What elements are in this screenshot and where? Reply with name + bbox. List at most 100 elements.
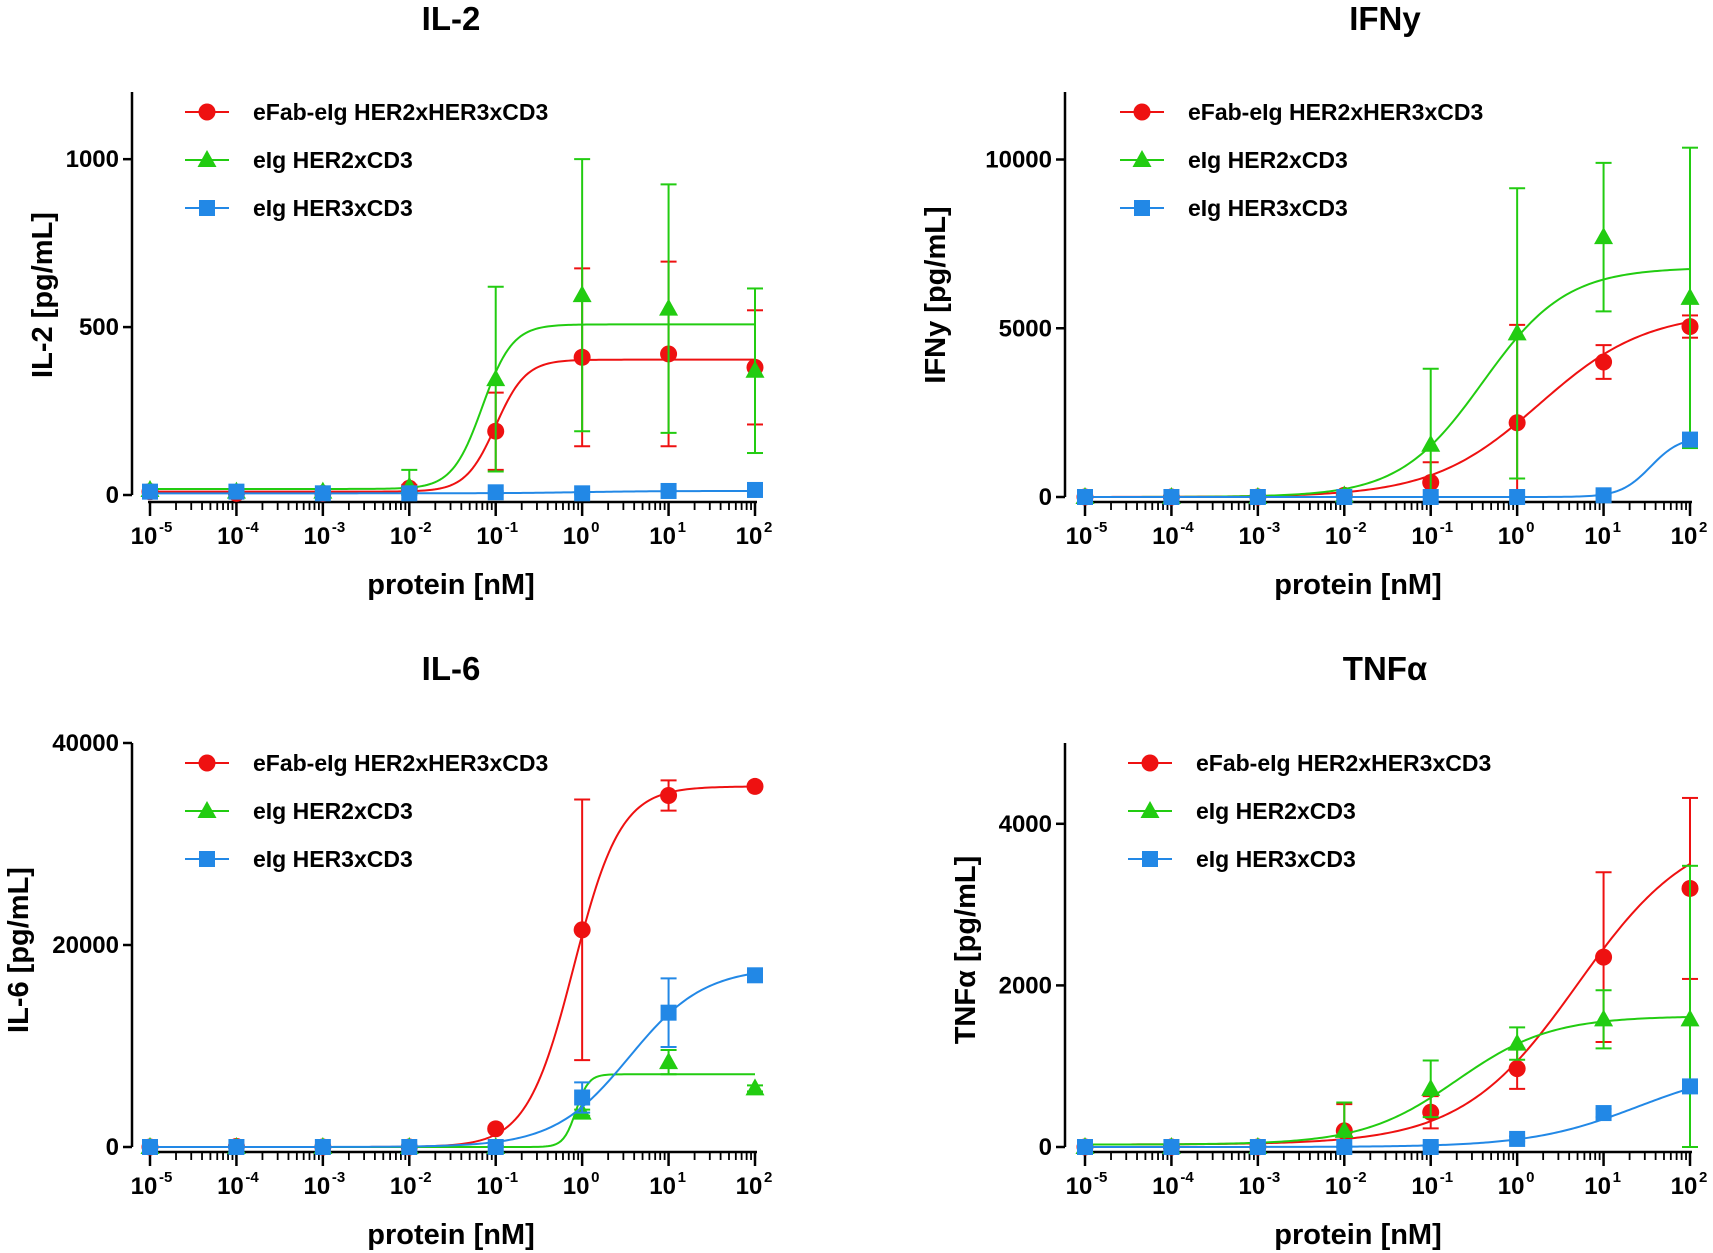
x-tick-exponent: 2 — [764, 519, 772, 536]
x-tick-exponent: -3 — [1267, 1169, 1280, 1186]
x-tick-label: 10 — [131, 523, 158, 550]
data-point-triangle — [1334, 1120, 1354, 1138]
x-tick-exponent: -3 — [332, 1169, 345, 1186]
x-tick-label: 10 — [1671, 523, 1698, 550]
legend-marker-square — [1142, 851, 1158, 867]
x-tick-exponent: -2 — [1353, 519, 1366, 536]
x-tick-exponent: -1 — [1440, 1169, 1453, 1186]
legend-label: eFab-eIg HER2xHER3xCD3 — [1188, 99, 1483, 125]
data-point-square — [1509, 489, 1526, 505]
data-point-triangle — [1421, 1078, 1441, 1096]
x-axis-label: protein [nM] — [1274, 569, 1442, 601]
x-tick-label: 10 — [649, 523, 676, 550]
data-point-square — [1249, 489, 1266, 505]
legend-marker-triangle — [197, 150, 217, 167]
data-point-square — [228, 1139, 245, 1155]
data-point-square — [1509, 1130, 1526, 1147]
fit-curve-square — [150, 972, 756, 1148]
fit-curve-triangle — [1085, 1015, 1691, 1146]
legend-marker-triangle — [197, 801, 217, 818]
y-tick-label: 4000 — [999, 811, 1052, 838]
data-point-square — [747, 481, 763, 498]
legend-marker-circle — [1141, 754, 1159, 772]
x-tick-label: 10 — [563, 523, 590, 550]
data-point-square — [142, 1139, 158, 1155]
data-point-triangle — [745, 360, 765, 378]
legend-marker-circle — [1133, 103, 1151, 121]
x-tick-label: 10 — [390, 1173, 417, 1200]
data-point-square — [487, 484, 504, 501]
x-axis-label: protein [nM] — [367, 569, 535, 601]
legend-marker-circle — [198, 103, 216, 121]
x-tick-exponent: -1 — [505, 1169, 518, 1186]
fit-curve-square — [1085, 439, 1691, 498]
chart-title: TNFα — [1343, 650, 1427, 687]
data-point-square — [574, 1089, 591, 1106]
data-point-square — [1682, 431, 1698, 448]
fit-curve-square — [1085, 1087, 1691, 1148]
fit-curve-circle — [150, 358, 755, 493]
x-tick-exponent: 1 — [678, 519, 686, 536]
x-tick-exponent: 1 — [1613, 519, 1621, 536]
chart-title: IL-6 — [422, 650, 481, 687]
y-tick-label: 0 — [106, 482, 119, 509]
x-tick-label: 10 — [304, 1173, 331, 1200]
y-tick-label: 10000 — [985, 147, 1052, 174]
data-point-circle — [746, 777, 764, 795]
x-tick-exponent: 1 — [678, 1169, 686, 1186]
data-point-square — [1163, 1139, 1180, 1155]
x-tick-exponent: -5 — [1094, 1169, 1107, 1186]
data-point-square — [1336, 1139, 1353, 1155]
data-point-square — [487, 1139, 504, 1155]
data-point-square — [574, 485, 591, 502]
x-tick-exponent: -1 — [505, 519, 518, 536]
legend-label: eIg HER3xCD3 — [253, 846, 413, 872]
x-tick-exponent: -2 — [1353, 1169, 1366, 1186]
legend-label: eFab-eIg HER2xHER3xCD3 — [1196, 750, 1491, 776]
legend-marker-triangle — [1132, 150, 1152, 167]
x-tick-exponent: 2 — [1699, 519, 1707, 536]
data-point-triangle — [1594, 1009, 1614, 1027]
x-tick-label: 10 — [736, 523, 763, 550]
legend-label: eIg HER2xCD3 — [253, 798, 413, 824]
x-tick-label: 10 — [217, 1173, 244, 1200]
data-point-triangle — [659, 1052, 679, 1070]
data-point-square — [1422, 1139, 1439, 1155]
legend-marker-circle — [198, 754, 216, 772]
data-point-square — [660, 1004, 677, 1021]
x-tick-label: 10 — [736, 1173, 763, 1200]
x-tick-label: 10 — [1152, 523, 1179, 550]
x-axis-label: protein [nM] — [367, 1219, 535, 1251]
data-point-square — [401, 1139, 418, 1155]
x-tick-exponent: 2 — [764, 1169, 772, 1186]
x-axis-label: protein [nM] — [1274, 1219, 1442, 1251]
data-point-square — [401, 485, 418, 502]
x-tick-exponent: 0 — [591, 1169, 599, 1186]
x-tick-label: 10 — [1498, 523, 1525, 550]
data-point-square — [1077, 489, 1093, 505]
legend-label: eIg HER2xCD3 — [253, 147, 413, 173]
data-point-triangle — [745, 1078, 765, 1096]
x-tick-label: 10 — [1411, 523, 1438, 550]
panel-ifny: IFNy protein [nM] IFNy [pg/mL] 0 5000 1000… — [920, 0, 1707, 601]
fit-curve-circle — [1085, 862, 1691, 1146]
legend-label: eIg HER3xCD3 — [1188, 195, 1348, 221]
fit-curve-triangle — [1085, 268, 1691, 498]
panel-tnfa: TNFα protein [nM] TNFα [pg/mL] 0 2000 4000… — [950, 650, 1707, 1251]
y-tick-label: 2000 — [999, 972, 1052, 999]
x-tick-exponent: 0 — [1526, 1169, 1534, 1186]
x-tick-exponent: 1 — [1613, 1169, 1621, 1186]
fit-curve-circle — [1085, 320, 1691, 498]
x-tick-exponent: 0 — [591, 519, 599, 536]
data-point-square — [314, 485, 331, 502]
data-point-circle — [1595, 948, 1613, 966]
data-point-circle — [1508, 1060, 1526, 1078]
x-tick-label: 10 — [563, 1173, 590, 1200]
x-tick-label: 10 — [304, 523, 331, 550]
legend-marker-square — [199, 200, 215, 216]
y-axis-label: IL-2 [pg/mL] — [27, 212, 59, 378]
data-point-square — [1422, 489, 1439, 505]
x-tick-exponent: -1 — [1440, 519, 1453, 536]
data-point-square — [1595, 1105, 1612, 1122]
